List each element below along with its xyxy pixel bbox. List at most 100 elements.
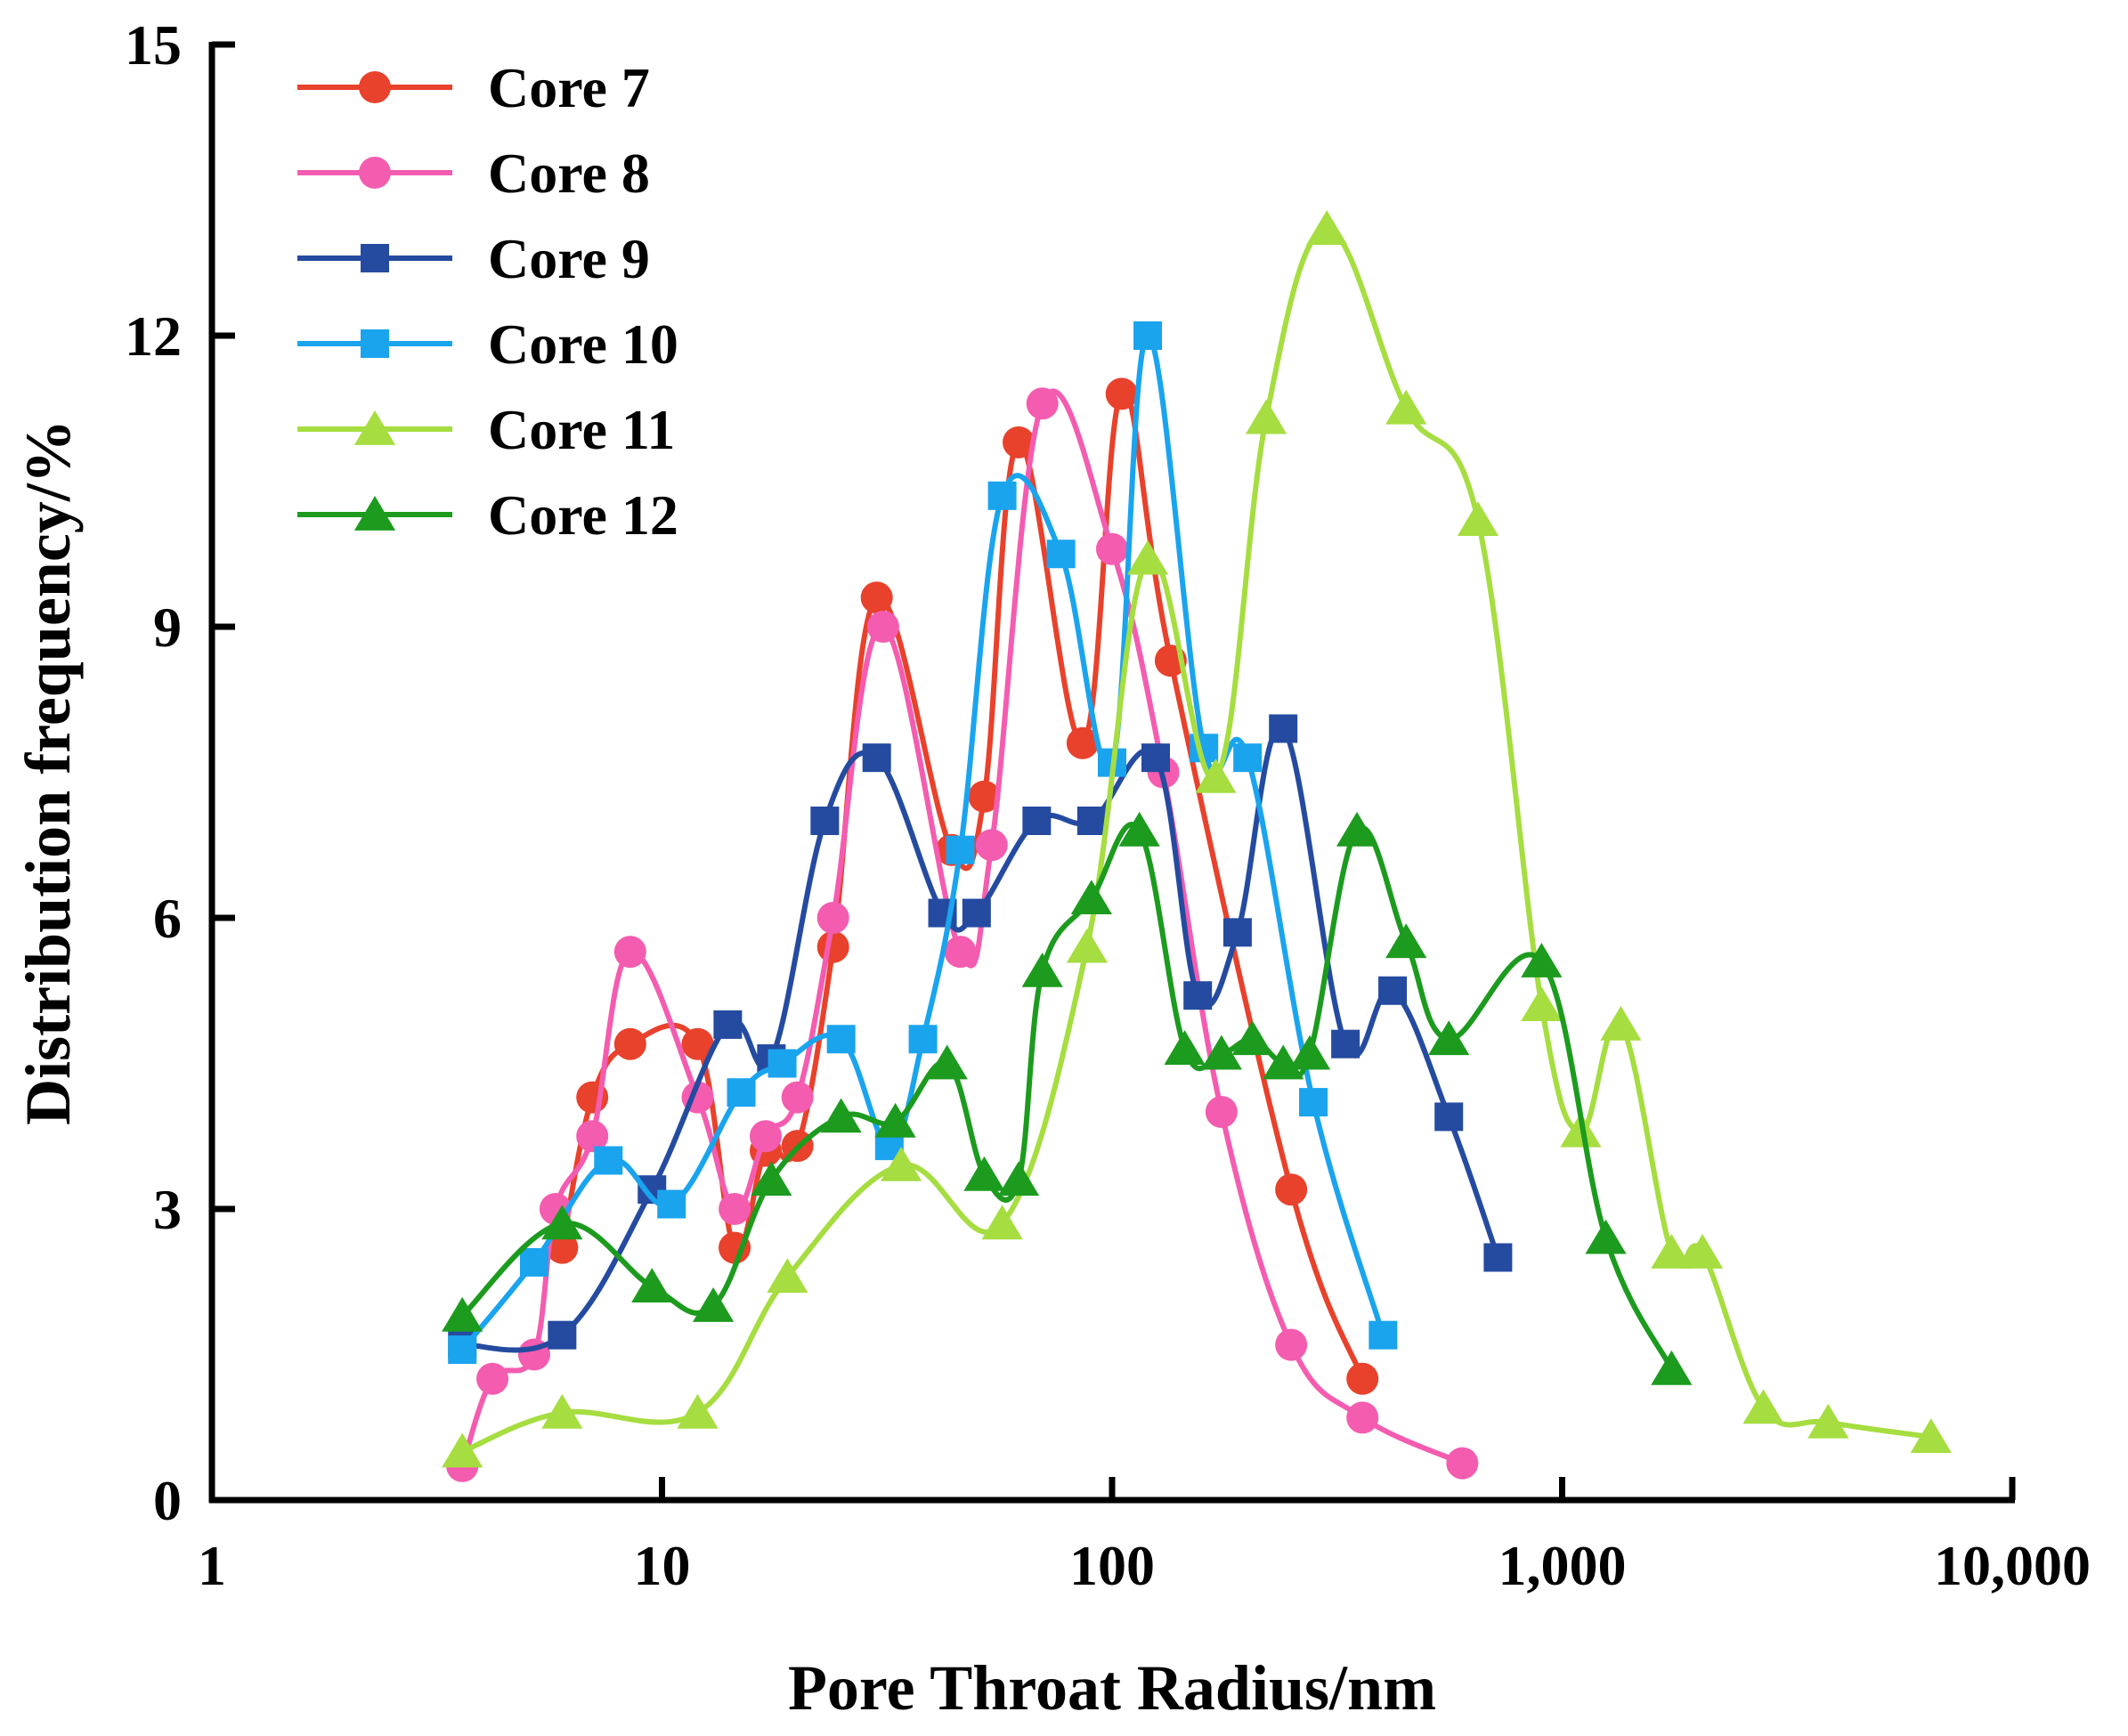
data-point-core-7 bbox=[860, 581, 893, 614]
legend-marker-core-12 bbox=[353, 496, 396, 531]
x-axis-title: Pore Throat Radius/nm bbox=[788, 1652, 1436, 1724]
y-tick-label: 9 bbox=[153, 596, 182, 659]
legend-item-core-7: Core 7 bbox=[297, 56, 650, 119]
x-tick-label: 100 bbox=[1069, 1534, 1155, 1597]
data-point-core-12 bbox=[926, 1044, 968, 1080]
data-point-core-11 bbox=[1126, 539, 1169, 575]
data-point-core-11 bbox=[1681, 1234, 1724, 1269]
data-point-core-12 bbox=[820, 1098, 862, 1133]
data-point-core-12 bbox=[1651, 1350, 1693, 1385]
legend-label-core-12: Core 12 bbox=[488, 483, 678, 547]
series-layer bbox=[442, 210, 1952, 1482]
data-point-core-12 bbox=[997, 1161, 1040, 1197]
data-point-core-8 bbox=[816, 902, 849, 934]
data-point-core-8 bbox=[944, 936, 977, 969]
y-tick-label: 0 bbox=[153, 1469, 182, 1532]
data-point-core-11 bbox=[1195, 758, 1237, 793]
data-point-core-12 bbox=[1263, 1044, 1304, 1080]
legend-label-core-9: Core 9 bbox=[488, 227, 650, 290]
legend-label-core-7: Core 7 bbox=[488, 56, 650, 119]
data-point-core-12 bbox=[751, 1161, 792, 1197]
data-point-core-9 bbox=[810, 807, 840, 835]
y-tick-label: 12 bbox=[125, 304, 182, 368]
data-point-core-10 bbox=[1299, 1088, 1328, 1117]
data-point-core-9 bbox=[1183, 981, 1213, 1010]
data-point-core-8 bbox=[866, 611, 899, 643]
data-point-core-10 bbox=[768, 1049, 797, 1078]
data-point-core-12 bbox=[1200, 1034, 1242, 1070]
legend-item-core-10: Core 10 bbox=[297, 312, 678, 376]
x-tick-label: 10,000 bbox=[1934, 1534, 2091, 1597]
y-tick-label: 3 bbox=[153, 1178, 182, 1241]
legend-marker-core-9 bbox=[361, 244, 389, 272]
data-point-core-10 bbox=[448, 1335, 477, 1365]
data-point-core-8 bbox=[1026, 387, 1059, 420]
legend-item-core-8: Core 8 bbox=[297, 142, 650, 205]
data-point-core-9 bbox=[862, 743, 891, 773]
series-line-core-7 bbox=[559, 390, 1366, 1380]
data-point-core-12 bbox=[1118, 811, 1160, 847]
data-point-core-11 bbox=[541, 1393, 583, 1429]
data-point-core-7 bbox=[1346, 1362, 1379, 1395]
data-point-core-11 bbox=[1600, 1005, 1642, 1041]
data-point-core-12 bbox=[631, 1268, 673, 1303]
data-point-core-7 bbox=[1066, 726, 1099, 759]
legend-item-core-9: Core 9 bbox=[297, 227, 650, 290]
data-point-core-7 bbox=[1003, 426, 1036, 458]
y-tick-label: 6 bbox=[153, 887, 182, 950]
data-point-core-10 bbox=[1046, 539, 1076, 569]
data-point-core-7 bbox=[1105, 377, 1138, 410]
data-point-core-11 bbox=[1306, 210, 1348, 245]
ticks: 0 3 6 9 12 15 1 10 100 1,000 10,000 bbox=[125, 13, 2091, 1597]
data-point-core-11 bbox=[1245, 399, 1287, 434]
data-point-core-10 bbox=[1133, 321, 1163, 350]
legend-item-core-12: Core 12 bbox=[297, 483, 678, 547]
data-point-core-10 bbox=[826, 1025, 856, 1054]
data-point-core-10 bbox=[594, 1146, 623, 1175]
data-point-core-8 bbox=[975, 829, 1008, 862]
data-point-core-12 bbox=[963, 1156, 1005, 1191]
data-point-core-11 bbox=[1521, 986, 1563, 1021]
data-point-core-7 bbox=[968, 780, 1001, 813]
data-point-core-12 bbox=[442, 1296, 483, 1332]
data-point-core-7 bbox=[681, 1027, 714, 1060]
x-tick-label: 1 bbox=[198, 1534, 226, 1597]
y-tick-label: 15 bbox=[125, 13, 182, 77]
data-point-core-9 bbox=[1331, 1029, 1360, 1059]
data-point-core-9 bbox=[713, 1010, 743, 1039]
data-point-core-10 bbox=[987, 481, 1017, 510]
data-point-core-12 bbox=[1164, 1030, 1206, 1065]
data-point-core-9 bbox=[548, 1320, 577, 1350]
data-point-core-11 bbox=[1742, 1389, 1784, 1424]
data-point-core-8 bbox=[1096, 532, 1128, 565]
data-point-core-9 bbox=[1378, 976, 1408, 1005]
data-point-core-9 bbox=[1269, 714, 1298, 743]
data-point-core-8 bbox=[749, 1120, 782, 1153]
x-tick-label: 1,000 bbox=[1499, 1534, 1627, 1597]
data-point-core-11 bbox=[767, 1258, 808, 1294]
data-point-core-12 bbox=[1521, 943, 1563, 978]
data-point-core-10 bbox=[1369, 1320, 1398, 1350]
data-point-core-7 bbox=[546, 1231, 579, 1264]
series-core-10 bbox=[448, 321, 1398, 1365]
legend-label-core-11: Core 11 bbox=[488, 398, 675, 461]
data-point-core-11 bbox=[881, 1146, 922, 1181]
legend-marker-core-11 bbox=[353, 410, 396, 445]
data-point-core-11 bbox=[981, 1205, 1023, 1240]
data-point-core-8 bbox=[613, 936, 646, 969]
data-point-core-11 bbox=[677, 1393, 719, 1429]
data-point-core-9 bbox=[1483, 1243, 1513, 1272]
series-core-11 bbox=[442, 210, 1952, 1468]
data-point-core-8 bbox=[576, 1120, 609, 1153]
data-point-core-11 bbox=[1651, 1234, 1693, 1269]
data-point-core-12 bbox=[541, 1205, 583, 1240]
data-point-core-7 bbox=[1275, 1173, 1308, 1206]
data-point-core-10 bbox=[657, 1189, 686, 1219]
y-axis-title: Distribution frequency/% bbox=[12, 419, 84, 1125]
data-point-core-11 bbox=[1910, 1418, 1952, 1453]
data-point-core-10 bbox=[727, 1078, 756, 1107]
x-tick-label: 10 bbox=[634, 1534, 691, 1597]
legend-label-core-8: Core 8 bbox=[488, 142, 650, 205]
data-point-core-8 bbox=[1446, 1447, 1479, 1480]
